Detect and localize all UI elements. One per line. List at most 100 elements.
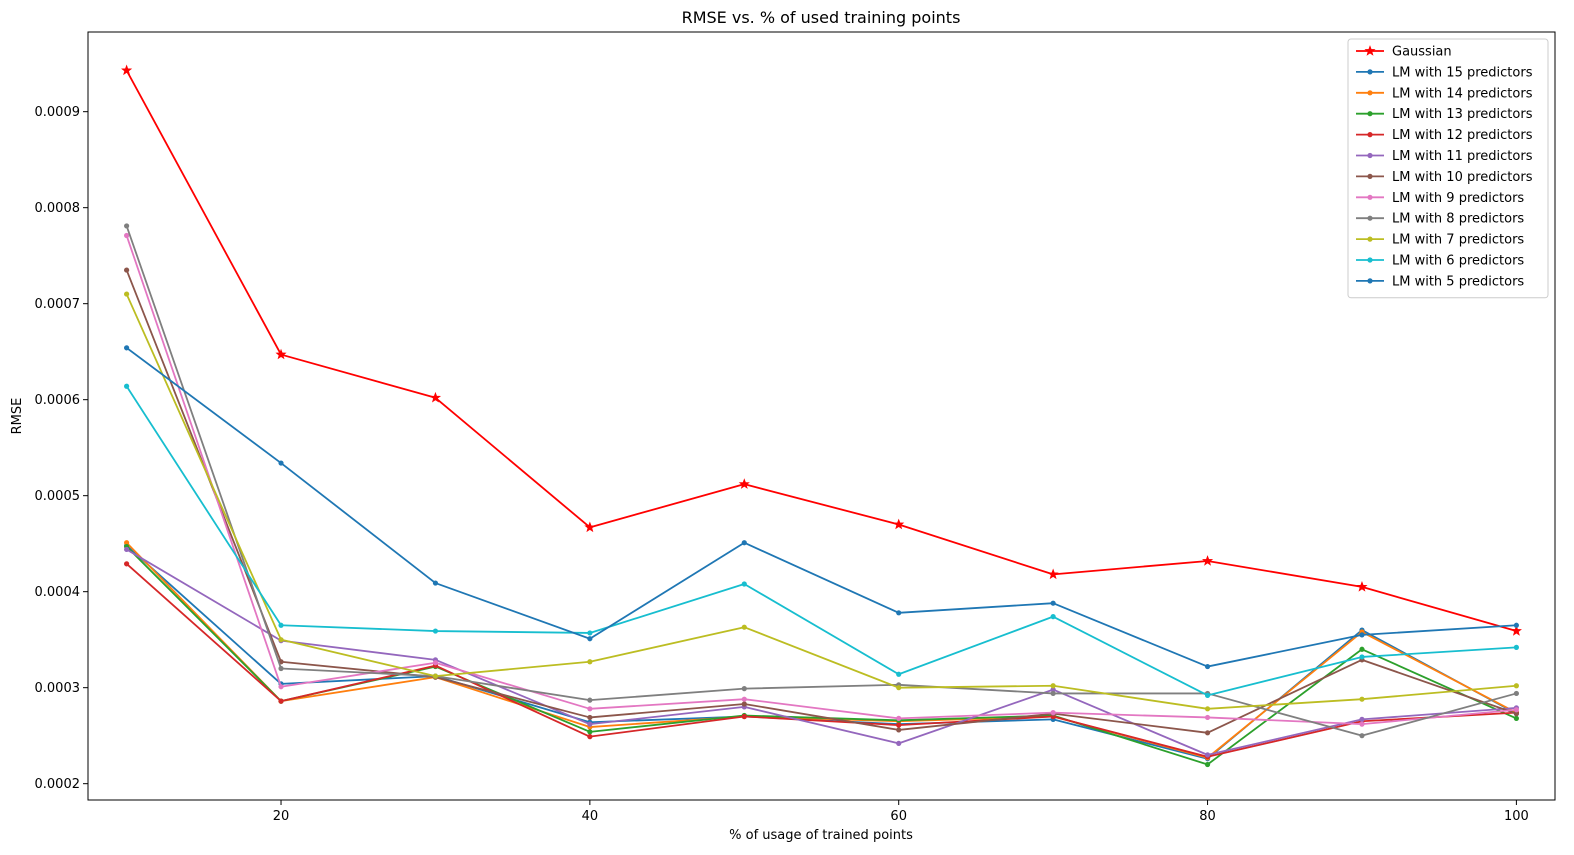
data-point [1356, 581, 1368, 592]
legend-box [1347, 38, 1549, 299]
data-point [1050, 687, 1056, 693]
legend-entry: LM with 7 predictors [1356, 233, 1524, 248]
data-point [124, 291, 130, 297]
legend-entry: LM with 9 predictors [1356, 191, 1524, 206]
data-point [896, 715, 902, 722]
x-axis-title: % of usage of trained points [729, 828, 913, 843]
series-12 [124, 345, 1519, 670]
legend-label: LM with 10 predictors [1392, 170, 1533, 185]
legend-entry: LM with 13 predictors [1356, 107, 1533, 122]
data-point [896, 727, 902, 733]
data-point [1204, 752, 1211, 758]
y-axis: 0.0002 0.0003 0.0004 0.0005 0.0006 0.0007 0.00… [35, 105, 88, 792]
y-tick-label: 0.0007 [35, 297, 81, 312]
x-tick-label: 100 [1504, 809, 1529, 824]
data-point [278, 698, 284, 704]
series-line [125, 293, 1517, 710]
series-7 [124, 267, 1519, 736]
data-point [584, 521, 596, 533]
data-point [275, 348, 287, 360]
legend-dot-marker [1367, 152, 1373, 159]
data-point [1050, 600, 1056, 606]
y-tick-label: 0.0003 [35, 681, 81, 696]
series-9 [124, 223, 1519, 739]
data-point [1359, 646, 1365, 652]
series-11 [124, 383, 1519, 698]
data-point [124, 383, 130, 389]
data-point [741, 701, 747, 707]
data-point [741, 713, 747, 720]
data-point [896, 610, 902, 616]
data-point [1359, 696, 1365, 702]
x-tick-label: 60 [890, 809, 907, 824]
legend-entry: LM with 15 predictors [1356, 65, 1533, 80]
series-3 [124, 540, 1519, 761]
legend-dot-marker [1367, 215, 1373, 221]
legend-dot-marker [1367, 90, 1373, 96]
data-point [587, 659, 593, 665]
data-point [1359, 716, 1365, 722]
y-tick-label: 0.0005 [35, 489, 81, 504]
series-5 [124, 561, 1519, 760]
legend-label: LM with 12 predictors [1392, 128, 1533, 143]
data-point [1513, 622, 1519, 628]
data-point [896, 740, 902, 746]
data-point [1204, 730, 1211, 736]
data-point [587, 636, 593, 642]
data-point [587, 697, 593, 703]
legend-star-marker [1364, 45, 1376, 56]
series-line [125, 225, 1517, 737]
data-point [741, 696, 747, 702]
data-point [1050, 710, 1056, 716]
y-tick-label: 0.0008 [35, 201, 81, 216]
data-point [278, 460, 284, 466]
series-line [125, 69, 1517, 632]
data-point [1510, 625, 1522, 636]
y-tick-label: 0.0009 [35, 105, 81, 120]
legend-label: LM with 8 predictors [1392, 212, 1524, 227]
data-point [124, 540, 130, 546]
data-point [278, 622, 284, 628]
data-point [738, 478, 750, 489]
data-point [741, 540, 747, 546]
x-tick-label: 80 [1199, 809, 1216, 824]
legend-label: LM with 11 predictors [1392, 149, 1533, 164]
data-point [278, 684, 284, 690]
data-point [587, 714, 593, 721]
legend-entry: LM with 6 predictors [1356, 254, 1524, 269]
data-point [893, 518, 905, 530]
data-point [124, 345, 130, 351]
y-tick-label: 0.0004 [35, 585, 81, 600]
data-point [741, 581, 747, 587]
data-point [1513, 644, 1519, 650]
y-tick-label: 0.0006 [35, 393, 81, 408]
data-point [1359, 733, 1365, 739]
data-point [124, 546, 130, 553]
data-point [1050, 683, 1056, 689]
series-1 [121, 64, 1522, 636]
data-point [124, 232, 130, 239]
series-line [125, 269, 1517, 734]
data-point [1204, 663, 1211, 670]
data-point [278, 665, 284, 672]
data-point [587, 729, 593, 735]
legend-dot-marker [1367, 173, 1373, 179]
legend-dot-marker [1367, 194, 1373, 200]
x-axis: 20 40 60 80 100 [273, 800, 1529, 824]
data-point [432, 628, 439, 634]
y-tick-label: 0.0002 [35, 777, 81, 792]
data-point [124, 223, 130, 229]
data-point [896, 671, 902, 677]
legend-label: LM with 7 predictors [1392, 233, 1524, 248]
data-point [587, 706, 593, 712]
series-line [125, 542, 1517, 759]
data-point [1513, 683, 1519, 689]
series-line [125, 235, 1517, 726]
data-point [124, 267, 130, 273]
legend-entry: LM with 10 predictors [1356, 170, 1533, 185]
legend: Gaussian LM with 15 predictors LM with 14 … [1347, 38, 1549, 299]
series-line [126, 563, 1517, 758]
data-point [896, 685, 902, 691]
legend-label: Gaussian [1392, 45, 1452, 60]
plot-area [121, 64, 1522, 768]
